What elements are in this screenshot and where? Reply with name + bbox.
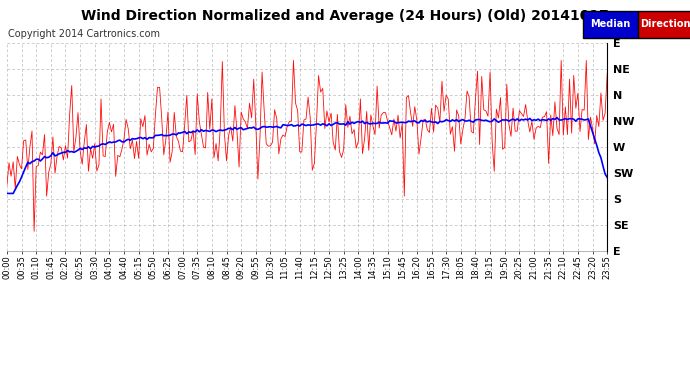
Text: Wind Direction Normalized and Average (24 Hours) (Old) 20141017: Wind Direction Normalized and Average (2… [81, 9, 609, 23]
Text: Direction: Direction [640, 20, 690, 29]
Text: Median: Median [591, 20, 631, 29]
Text: Copyright 2014 Cartronics.com: Copyright 2014 Cartronics.com [8, 29, 159, 39]
